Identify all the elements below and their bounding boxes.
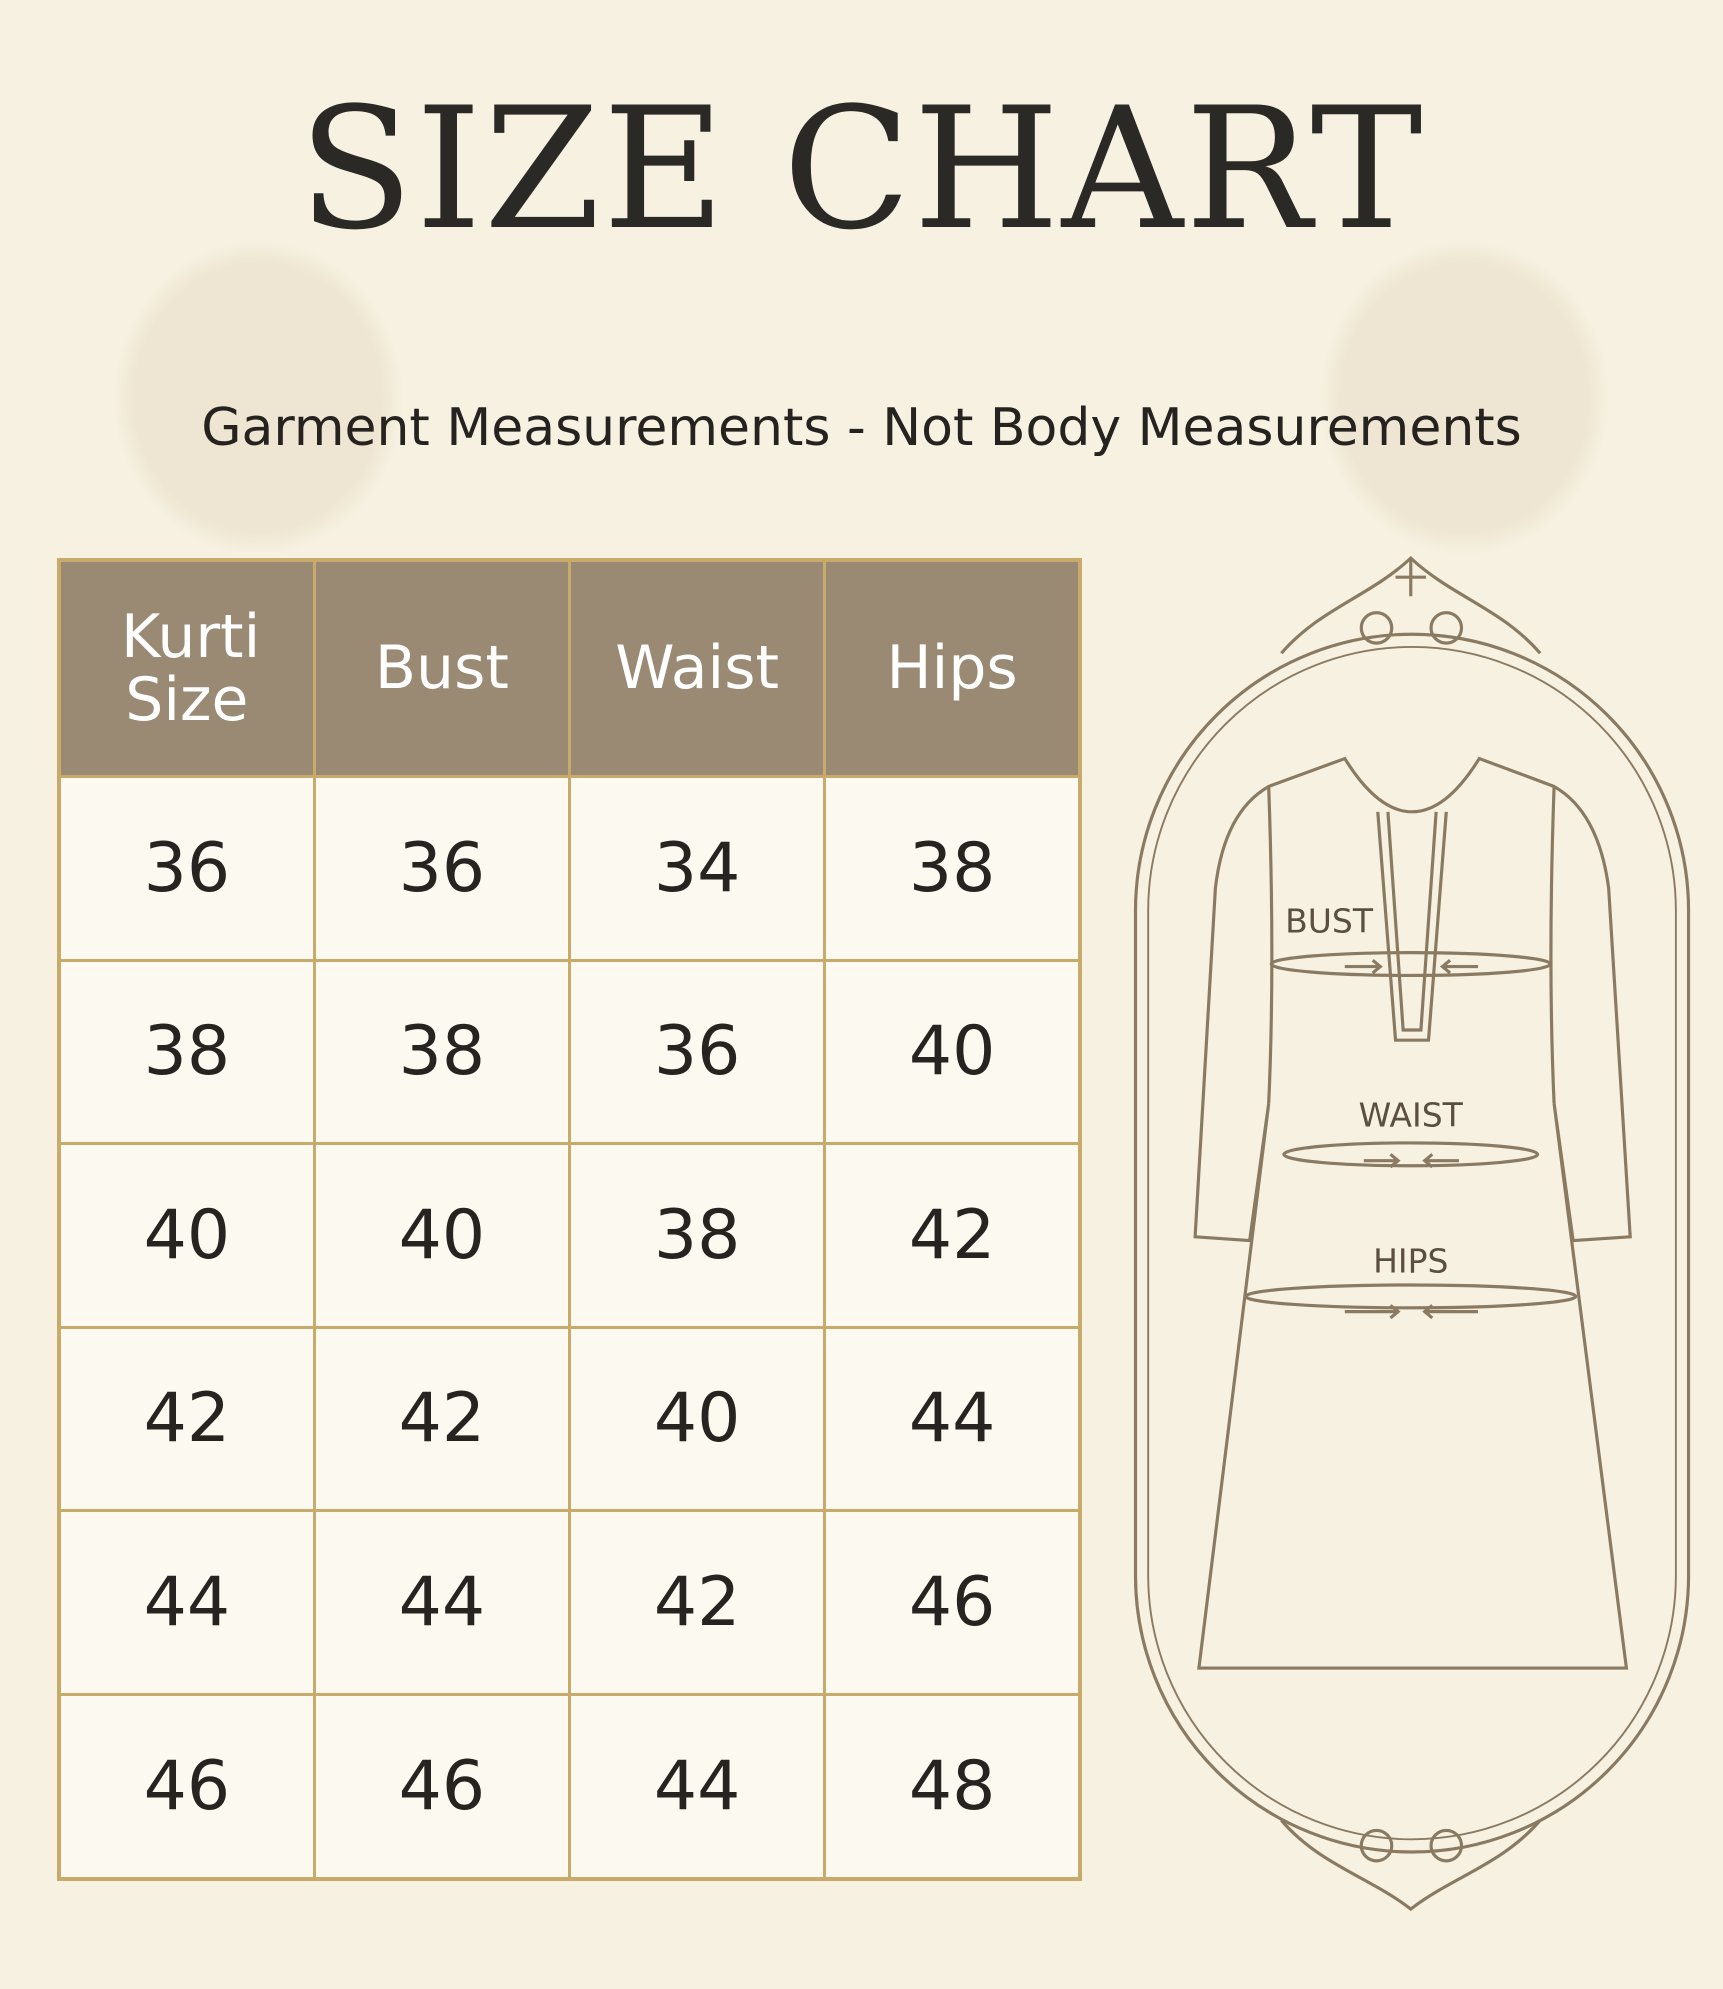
table-cell: 40	[567, 1325, 827, 1513]
table-cell: 46	[312, 1692, 572, 1881]
table-cell: 38	[312, 958, 572, 1146]
table-cell: 36	[567, 958, 827, 1146]
table-cell: 42	[567, 1509, 827, 1696]
subtitle: Garment Measurements - Not Body Measurem…	[201, 398, 1522, 458]
table-cell: 42	[823, 1142, 1082, 1329]
table-cell: 38	[567, 1142, 827, 1329]
table-row: 46 46 44 48	[57, 1692, 1082, 1881]
header-waist: Waist	[567, 558, 827, 778]
header-hips: Hips	[823, 558, 1082, 778]
mirror-frame	[1133, 632, 1691, 1854]
header-bust: Bust	[312, 558, 572, 778]
table-cell: 44	[312, 1509, 572, 1696]
table-row: 42 42 40 44	[57, 1325, 1082, 1513]
table-cell: 42	[312, 1325, 572, 1513]
table-cell: 44	[57, 1509, 316, 1696]
table-cell: 40	[823, 958, 1082, 1146]
size-table: Kurti Size Bust Waist Hips 36 36 34 38 38 38 3…	[57, 558, 1082, 1881]
hips-label: HIPS	[1373, 1241, 1448, 1280]
table-cell: 38	[823, 775, 1082, 962]
waist-label: WAIST	[1359, 1095, 1464, 1134]
ornament-top-icon	[1280, 555, 1542, 655]
table-cell: 38	[57, 958, 316, 1146]
table-row: 36 36 34 38	[57, 775, 1082, 962]
table-cell: 36	[312, 775, 572, 962]
table-cell: 36	[57, 775, 316, 962]
table-row: 44 44 42 46	[57, 1509, 1082, 1696]
table-cell: 40	[57, 1142, 316, 1329]
page-title: SIZE CHART	[298, 71, 1425, 267]
table-row: 40 40 38 42	[57, 1142, 1082, 1329]
table-cell: 44	[567, 1692, 827, 1881]
header-kurti-size: Kurti Size	[57, 558, 316, 778]
table-row: 38 38 36 40	[57, 958, 1082, 1146]
table-cell: 42	[57, 1325, 316, 1513]
table-header-row: Kurti Size Bust Waist Hips	[57, 558, 1082, 778]
table-cell: 46	[823, 1509, 1082, 1696]
kurti-outline-icon	[1193, 756, 1632, 1670]
table-cell: 34	[567, 775, 827, 962]
table-cell: 40	[312, 1142, 572, 1329]
table-cell: 44	[823, 1325, 1082, 1513]
table-cell: 48	[823, 1692, 1082, 1881]
ornament-bottom-icon	[1280, 1819, 1542, 1912]
table-cell: 46	[57, 1692, 316, 1881]
bust-label: BUST	[1285, 901, 1374, 940]
